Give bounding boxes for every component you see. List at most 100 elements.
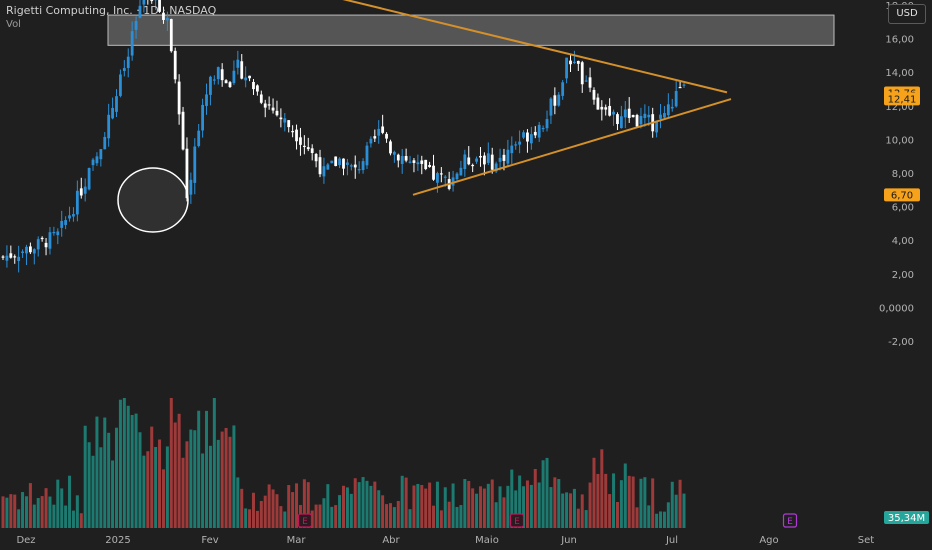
volume-bar (165, 446, 169, 528)
candle-body (48, 232, 52, 249)
candle-body (576, 60, 580, 64)
y-tick-label: 10,00 (885, 135, 914, 146)
volume-bar (107, 432, 111, 528)
candle-body (475, 158, 478, 162)
volume-bar (643, 477, 647, 528)
volume-bar (9, 494, 13, 528)
earnings-marker[interactable] (297, 513, 313, 528)
x-axis: Dez 2025 Fev Mar Abr Maio Jun Jul Ago Set (16, 535, 874, 546)
price-label-text: 12,41 (888, 94, 917, 105)
volume-bar (318, 504, 322, 528)
volume-bar (48, 496, 52, 528)
candle-body (181, 111, 185, 150)
volume-bar (655, 513, 659, 528)
candle-body (682, 84, 686, 86)
candle-body (557, 94, 561, 106)
trendline-upper[interactable] (132, 0, 728, 94)
earnings-marker[interactable] (782, 513, 798, 528)
x-tick-label: Dez (16, 535, 35, 546)
volume-bar (584, 510, 588, 528)
candle-body (267, 104, 271, 106)
candle-body (463, 154, 467, 170)
candle-body (201, 104, 205, 131)
volume-bar (549, 487, 553, 528)
volume-bar (21, 492, 25, 528)
volume-bar (330, 506, 334, 528)
volume-bar (342, 485, 345, 528)
candle-body (451, 177, 455, 186)
candle-body (322, 166, 326, 177)
volume-bar (647, 505, 651, 528)
candle-body (588, 77, 592, 88)
candle-body (28, 246, 32, 253)
volume-bar (345, 487, 349, 528)
candle-body (83, 186, 87, 194)
volume-bar (428, 482, 432, 528)
candle-body (25, 246, 28, 254)
candle-body (608, 105, 612, 116)
volume-bar (263, 495, 267, 528)
candle-body (119, 74, 122, 96)
volume-bar (248, 509, 252, 528)
volume-bar (142, 455, 146, 528)
volume-bar (185, 441, 189, 528)
candle-body (670, 106, 674, 109)
volume-bar (205, 410, 209, 528)
volume-bar (111, 460, 115, 528)
candle-body (56, 231, 60, 236)
candle-body (369, 138, 373, 144)
y-tick-label: 6,00 (892, 203, 914, 214)
candle-body (165, 18, 169, 21)
volume-bar (580, 494, 584, 528)
candle-body (13, 256, 17, 258)
candle-body (189, 179, 193, 195)
volume-bar (236, 477, 240, 528)
volume-bar (28, 483, 32, 528)
candle-body (279, 117, 283, 120)
candle-body (600, 106, 604, 110)
volume-bar (357, 482, 361, 528)
volume-bar (322, 498, 326, 528)
y-tick-label: 0,0000 (879, 303, 914, 314)
candle-body (432, 165, 435, 180)
volume-bar (416, 483, 420, 528)
volume-bar (651, 478, 655, 528)
price-label-box (884, 188, 920, 202)
volume-bar (639, 478, 643, 528)
volume-bar (396, 501, 400, 528)
volume-bar (522, 486, 526, 528)
candle-body (338, 158, 341, 166)
price-label-text: 6,70 (891, 190, 913, 201)
candle-body (103, 136, 107, 150)
candle-body (400, 156, 404, 164)
trendline-lower[interactable] (412, 98, 732, 196)
x-tick-label: Jul (665, 535, 678, 546)
volume-bar (91, 455, 95, 528)
candle-body (353, 164, 357, 168)
volume-bar (361, 477, 365, 528)
volume-bar (392, 507, 396, 528)
volume-bar (435, 481, 439, 528)
volume-value-text: 35,34M (888, 513, 925, 524)
volume-bar (561, 493, 565, 528)
candle-body (663, 113, 666, 118)
volume-bar (349, 493, 353, 528)
volume-bar (287, 485, 291, 528)
candle-body (134, 20, 138, 30)
volume-bar (79, 513, 83, 528)
volume-bar (115, 427, 118, 528)
volume-bar (463, 479, 467, 528)
currency-button[interactable]: USD (888, 4, 926, 24)
volume-bar (404, 477, 408, 528)
volume-indicator-label[interactable]: Vol (6, 19, 21, 30)
y-tick-label: -2,00 (888, 337, 914, 348)
candle-body (623, 109, 627, 118)
volume-bar (439, 510, 443, 528)
candle-body (271, 107, 275, 111)
volume-bar (220, 431, 224, 528)
volume-bar (99, 447, 103, 528)
candle-body (635, 115, 639, 127)
earnings-marker[interactable] (509, 513, 525, 528)
